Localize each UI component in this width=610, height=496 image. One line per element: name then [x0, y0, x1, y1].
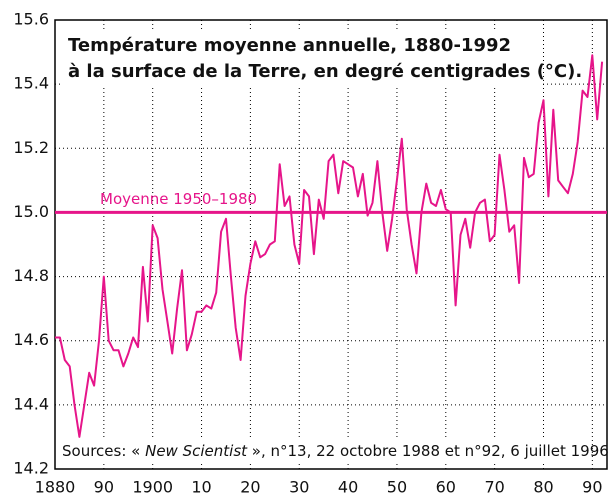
- x-tick-label: 90: [94, 478, 114, 496]
- x-tick-label: 50: [387, 478, 407, 496]
- y-tick-label: 14.2: [13, 459, 49, 478]
- x-tick-label: 60: [436, 478, 456, 496]
- x-tick-label: 70: [484, 478, 504, 496]
- chart-title: Température moyenne annuelle, 1880-1992: [68, 35, 511, 56]
- y-tick-label: 15.2: [13, 138, 49, 157]
- y-tick-label: 15.4: [13, 74, 49, 93]
- chart-title: à la surface de la Terre, en degré centi…: [68, 61, 582, 82]
- y-tick-label: 14.8: [13, 266, 49, 285]
- source-part: », n°13, 22 octobre 1988 et n°92, 6 juil…: [247, 442, 609, 460]
- x-tick-label: 10: [191, 478, 211, 496]
- title-box: [62, 30, 540, 86]
- x-tick-label: 1880: [35, 478, 76, 496]
- source-part: New Scientist: [145, 442, 248, 460]
- data-line: [55, 54, 604, 438]
- x-tick-label: 80: [533, 478, 553, 496]
- y-tick-label: 14.6: [13, 330, 49, 349]
- source-box: [57, 440, 587, 462]
- y-tick-label: 15.0: [13, 202, 49, 221]
- x-tick-label: 30: [289, 478, 309, 496]
- y-tick-label: 14.4: [13, 394, 49, 413]
- plot-frame: [54, 19, 608, 470]
- x-tick-label: 40: [338, 478, 358, 496]
- source-part: Sources: «: [62, 442, 145, 460]
- x-tick-label: 1900: [132, 478, 173, 496]
- source: Sources: « New Scientist », n°13, 22 oct…: [62, 442, 609, 460]
- mean-label: Moyenne 1950–1980: [100, 190, 257, 208]
- y-tick-label: 15.6: [13, 10, 49, 29]
- x-tick-label: 90: [582, 478, 602, 496]
- x-tick-label: 20: [240, 478, 260, 496]
